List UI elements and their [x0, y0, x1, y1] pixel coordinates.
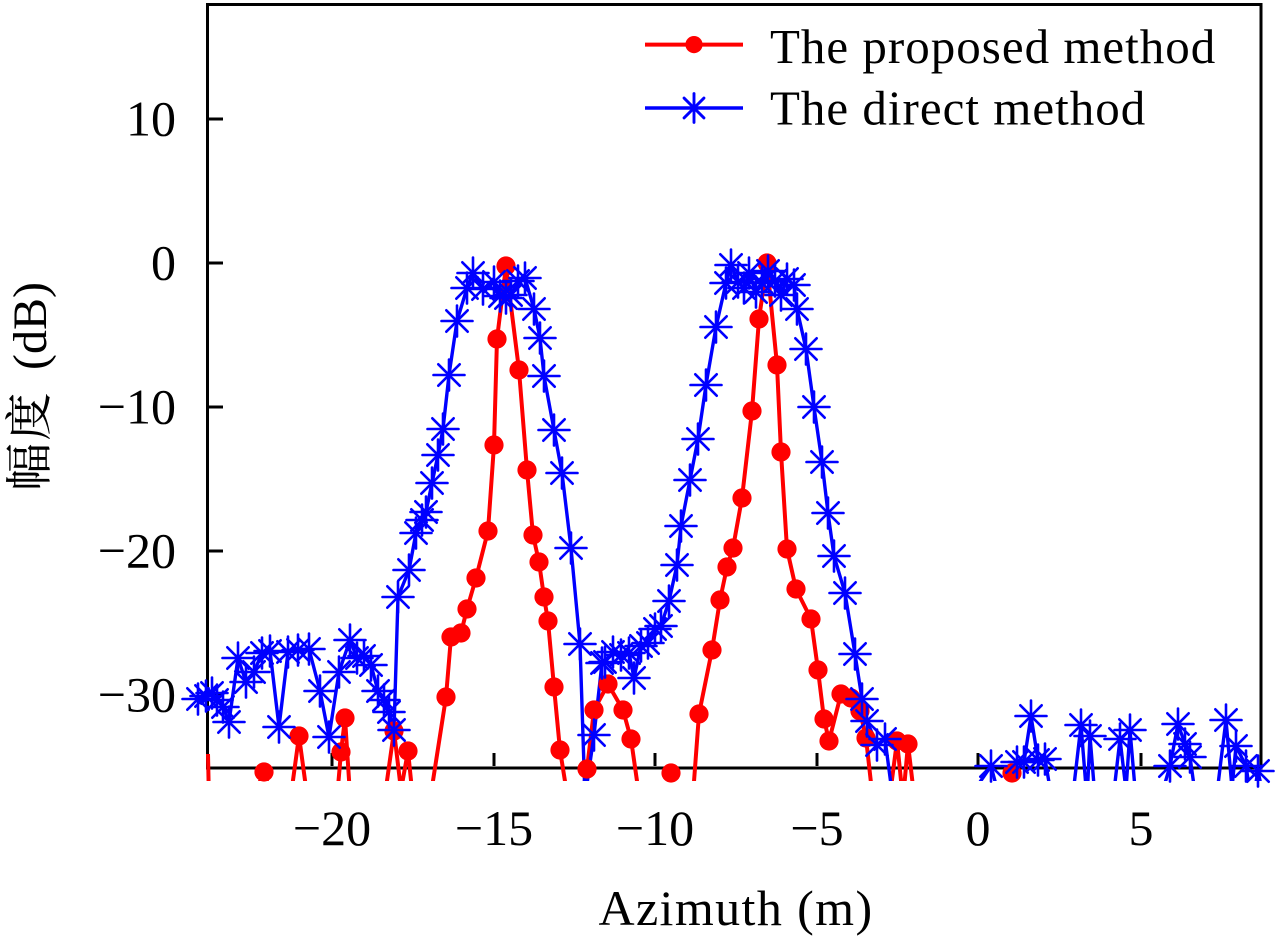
svg-text:The direct method: The direct method — [770, 80, 1146, 135]
svg-text:−5: −5 — [790, 800, 843, 856]
svg-text:−20: −20 — [293, 800, 371, 856]
svg-text:(dB): (dB) — [4, 282, 57, 382]
svg-text:5: 5 — [1129, 800, 1154, 856]
svg-text:0: 0 — [966, 800, 991, 856]
svg-text:−15: −15 — [455, 800, 533, 856]
svg-text:0: 0 — [151, 235, 176, 291]
svg-text:Azimuth (m): Azimuth (m) — [598, 880, 873, 936]
svg-text:−10: −10 — [98, 379, 176, 435]
svg-text:−20: −20 — [98, 523, 176, 579]
svg-text:−30: −30 — [98, 667, 176, 723]
svg-text:−10: −10 — [616, 800, 694, 856]
svg-text:10: 10 — [126, 91, 176, 147]
svg-text:The proposed method: The proposed method — [770, 19, 1216, 74]
